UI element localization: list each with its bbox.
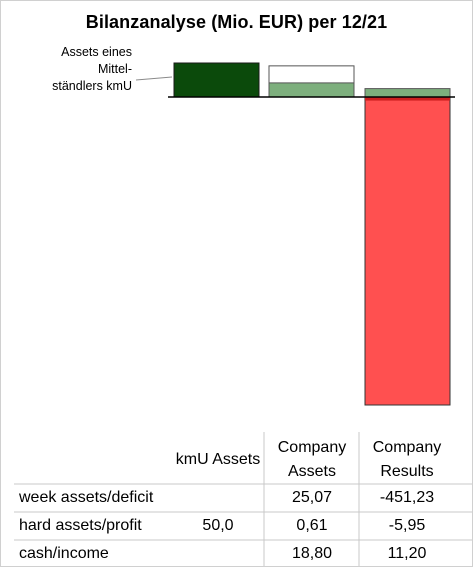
bar-kmu-hard-assets — [173, 62, 260, 98]
chart-title: Bilanzanalyse (Mio. EUR) per 12/21 — [85, 12, 388, 32]
cell-cash-company-assets: 18,80 — [291, 545, 333, 562]
cell-hard-kmu: 50,0 — [202, 517, 234, 534]
column-header-company-results: Company Results — [372, 439, 442, 480]
column-header-kmu-assets: kmU Assets — [175, 451, 261, 468]
cell-hard-company-results: -5,95 — [388, 517, 426, 534]
cell-week-company-results: -451,23 — [379, 489, 435, 506]
chart-annotation: Assets eines Mittel-ständlers kmU — [52, 45, 132, 93]
annotation-leader-line — [135, 76, 173, 81]
cell-hard-company-assets: 0,61 — [296, 517, 328, 534]
column-header-company-assets: Company Assets — [277, 439, 347, 480]
cell-week-company-assets: 25,07 — [291, 489, 333, 506]
bar-company-results-income — [364, 88, 451, 98]
bar-company-results-deficit — [364, 96, 451, 406]
row-label-cash: cash/income — [19, 545, 109, 562]
cell-cash-company-results: 11,20 — [387, 545, 427, 562]
row-label-week-assets: week assets/deficit — [19, 489, 154, 506]
bar-company-assets-cash — [268, 82, 355, 98]
row-label-hard-assets: hard assets/profit — [19, 517, 142, 534]
bar-company-results-loss-marker — [365, 97, 450, 101]
